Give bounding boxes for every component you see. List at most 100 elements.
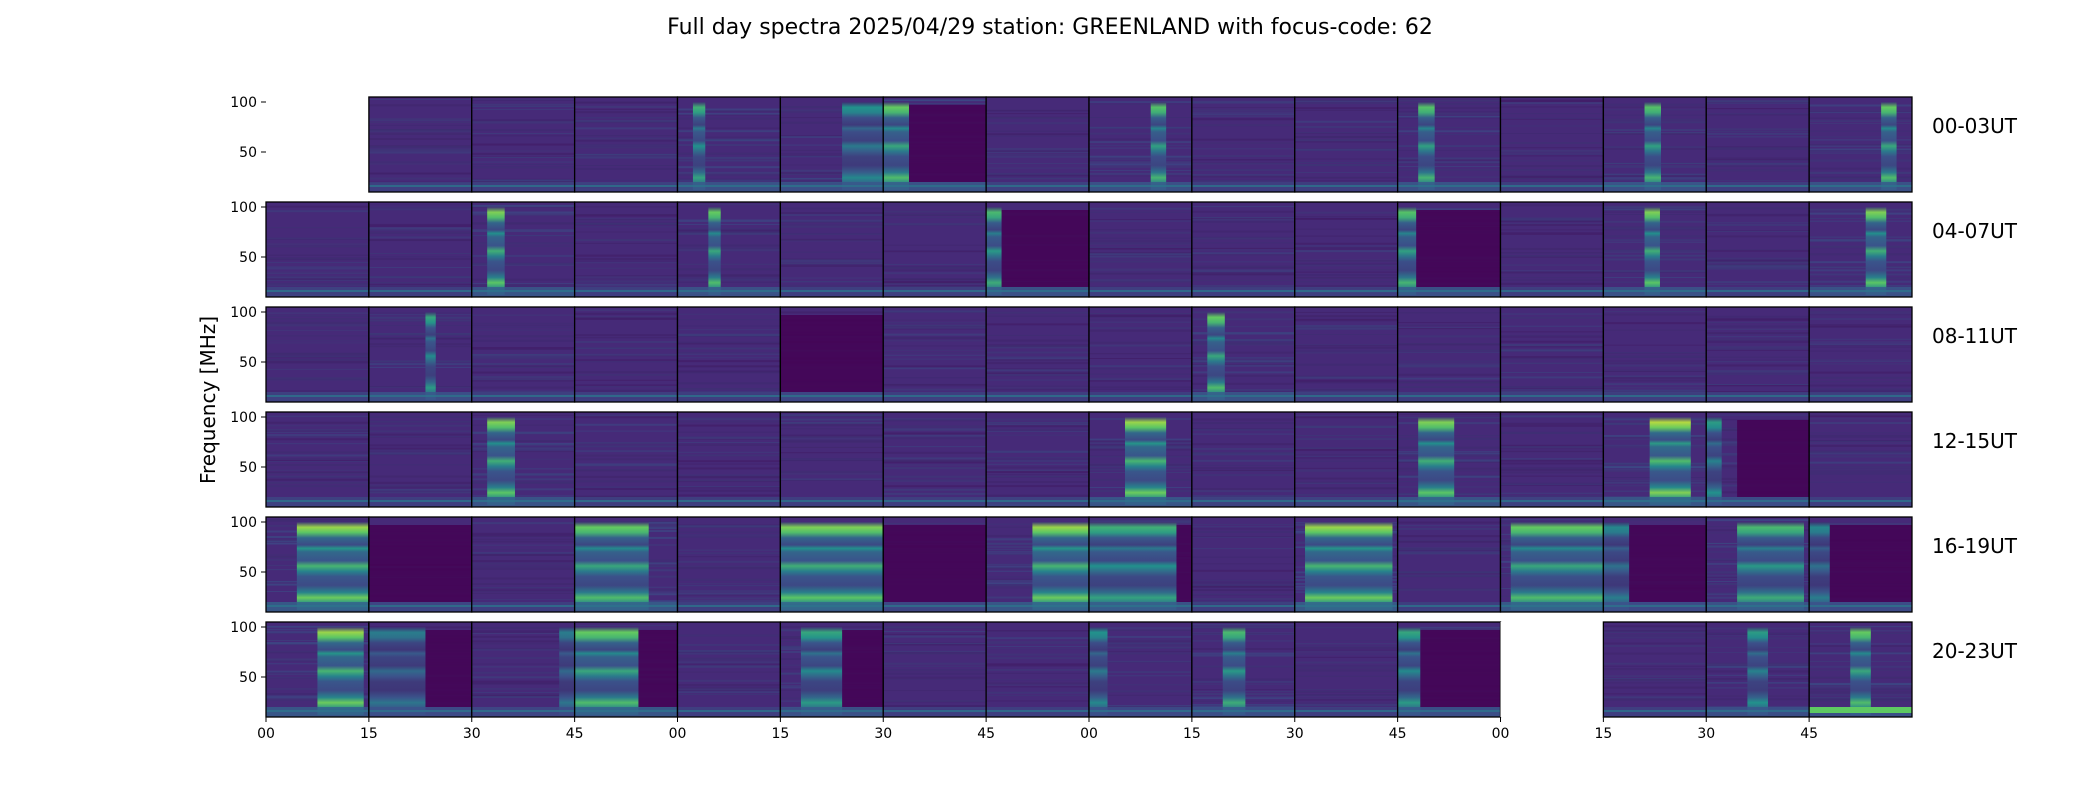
spectral-line: [574, 480, 678, 483]
spectral-line: [368, 130, 472, 133]
spectral-line: [1294, 381, 1398, 384]
spectral-line: [780, 479, 884, 481]
panel-background: [883, 412, 987, 507]
spectral-line: [1706, 283, 1810, 285]
spectral-line: [574, 346, 678, 349]
low-band-line: [266, 290, 369, 292]
spectral-line: [780, 440, 884, 443]
spectral-line: [471, 109, 575, 111]
spectral-line: [368, 433, 472, 436]
spectral-line: [368, 386, 472, 389]
spectral-line: [1089, 101, 1192, 104]
spectral-line: [266, 355, 369, 357]
spectral-line: [266, 335, 369, 337]
radio-burst: [574, 627, 639, 715]
spectral-line: [986, 480, 1089, 483]
spectral-line: [266, 478, 369, 481]
spectral-line: [574, 486, 678, 489]
spectral-line: [677, 219, 781, 222]
spectral-line: [1294, 416, 1398, 419]
spectral-line: [1500, 346, 1604, 348]
spectral-line: [1500, 336, 1604, 338]
spectral-line: [986, 356, 1089, 358]
spectral-line: [780, 238, 884, 241]
spectral-line: [471, 632, 575, 634]
spectrum-panel: [1294, 621, 1399, 718]
spectrum-panel: [1705, 306, 1810, 403]
spectral-line: [677, 166, 781, 169]
spectral-line: [1809, 444, 1912, 447]
spectral-line: [883, 644, 987, 646]
spectral-line: [780, 470, 884, 473]
spectral-line: [677, 418, 781, 421]
spectral-line: [1706, 136, 1810, 138]
spectral-line: [471, 152, 575, 155]
low-band-line: [1500, 185, 1604, 187]
spectral-line: [1397, 541, 1501, 543]
spectrum-panel: [676, 411, 782, 508]
spectral-line: [471, 362, 575, 365]
radio-burst: [1649, 417, 1691, 505]
spectrum-panel: [471, 621, 576, 718]
spectral-line: [883, 485, 987, 488]
spectral-line: [1809, 123, 1912, 125]
spectral-line: [1706, 179, 1810, 181]
spectral-line: [1603, 699, 1707, 701]
spectral-line: [883, 672, 987, 675]
spectral-line: [986, 369, 1089, 372]
spectral-line: [677, 476, 781, 479]
spectrum-panel: [1396, 411, 1502, 508]
spectral-line: [677, 388, 781, 391]
spectrum-panel: [1191, 201, 1296, 298]
spectral-line: [1294, 640, 1398, 642]
spectral-line: [574, 495, 678, 498]
spectral-line: [1500, 155, 1604, 157]
spectral-line: [1294, 228, 1398, 230]
spectral-line: [1397, 365, 1501, 368]
spectral-line: [1706, 383, 1810, 385]
spectral-line: [368, 346, 472, 348]
spectral-line: [1089, 103, 1192, 105]
spectral-line: [1294, 697, 1398, 699]
spectral-line: [1397, 541, 1501, 543]
spectral-line: [986, 428, 1089, 431]
spectral-line: [780, 473, 884, 475]
spectral-line: [1089, 684, 1192, 686]
spectral-line: [471, 592, 575, 594]
spectral-line: [1191, 341, 1295, 344]
low-band-line: [471, 500, 575, 502]
spectral-line: [574, 309, 678, 311]
spectral-line: [368, 104, 472, 107]
spectral-line: [368, 444, 472, 447]
spectrum-panel: [1499, 411, 1605, 508]
x-tick-label: 15: [1183, 726, 1201, 742]
panel-background: [1397, 97, 1501, 192]
spectral-line: [1500, 118, 1604, 120]
spectral-line: [1089, 158, 1192, 161]
spectral-line: [677, 691, 781, 694]
spectral-line: [368, 163, 472, 165]
spectral-line: [677, 424, 781, 427]
low-band-line: [677, 185, 781, 187]
spectrum-panel: [1705, 411, 1810, 508]
spectral-line: [1603, 698, 1707, 701]
spectral-line: [1191, 155, 1295, 157]
spectral-line: [883, 333, 987, 336]
spectral-line: [471, 119, 575, 122]
spectral-line: [780, 110, 884, 113]
spectral-line: [1294, 161, 1398, 163]
spectral-line: [986, 653, 1089, 656]
spectral-line: [677, 463, 781, 465]
spectral-line: [1706, 159, 1810, 161]
spectral-line: [368, 492, 472, 494]
spectral-line: [266, 259, 369, 261]
spectral-line: [1809, 626, 1912, 628]
spectral-line: [1397, 166, 1501, 168]
low-band-line: [266, 500, 369, 502]
spectral-line: [471, 133, 575, 135]
spectral-line: [986, 637, 1089, 640]
quiet-region: [1176, 525, 1192, 602]
low-band-line: [266, 605, 369, 607]
spectral-line: [266, 359, 369, 361]
spectral-line: [986, 323, 1089, 326]
